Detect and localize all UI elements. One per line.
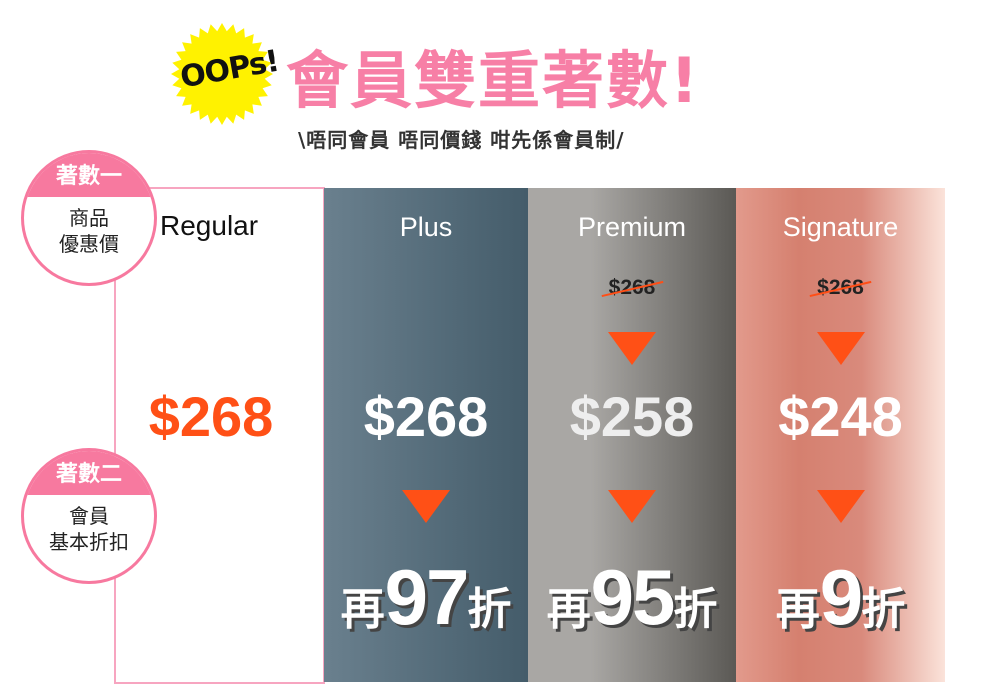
page-title: 會員雙重著數!	[286, 44, 701, 117]
tier-name-signature: Signature	[782, 212, 899, 242]
plus-column: Plus $268 再97折	[324, 188, 528, 682]
premium-column: Premium $268 $258 再95折	[528, 188, 736, 682]
tier-discount-premium: 再95折	[546, 553, 718, 641]
tier-discount-plus: 再97折	[340, 553, 512, 641]
tier-discount-signature: 再9折	[775, 553, 906, 641]
down-arrow-icon	[816, 332, 865, 365]
starburst-badge	[171, 23, 273, 125]
page-subtitle: \唔同會員 唔同價錢 咁先係會員制/	[298, 128, 625, 152]
step-one-label: 著數一	[24, 153, 154, 197]
step-one-line1: 商品	[69, 206, 109, 230]
tier-price-regular: $268	[148, 385, 274, 448]
down-arrow-icon	[402, 490, 450, 523]
tier-name-regular: Regular	[160, 210, 259, 241]
tier-price-plus: $268	[363, 385, 489, 448]
old-price-premium: $268	[608, 276, 656, 299]
signature-column: Signature $268 $248 再9折	[736, 188, 945, 682]
tier-price-signature: $248	[778, 385, 903, 448]
down-arrow-icon	[816, 490, 865, 523]
step-one-line2: 優惠價	[59, 232, 119, 256]
step-one-circle: 著數一 商品 優惠價	[21, 150, 157, 286]
tier-name-premium: Premium	[577, 212, 686, 242]
down-arrow-icon	[608, 332, 656, 365]
tier-price-premium: $258	[569, 385, 695, 448]
tier-name-plus: Plus	[399, 212, 453, 242]
step-two-circle: 著數二 會員 基本折扣	[21, 448, 157, 584]
step-two-line1: 會員	[69, 504, 109, 528]
down-arrow-icon	[608, 490, 656, 523]
step-two-line2: 基本折扣	[49, 530, 129, 554]
old-price-signature: $268	[817, 276, 864, 299]
